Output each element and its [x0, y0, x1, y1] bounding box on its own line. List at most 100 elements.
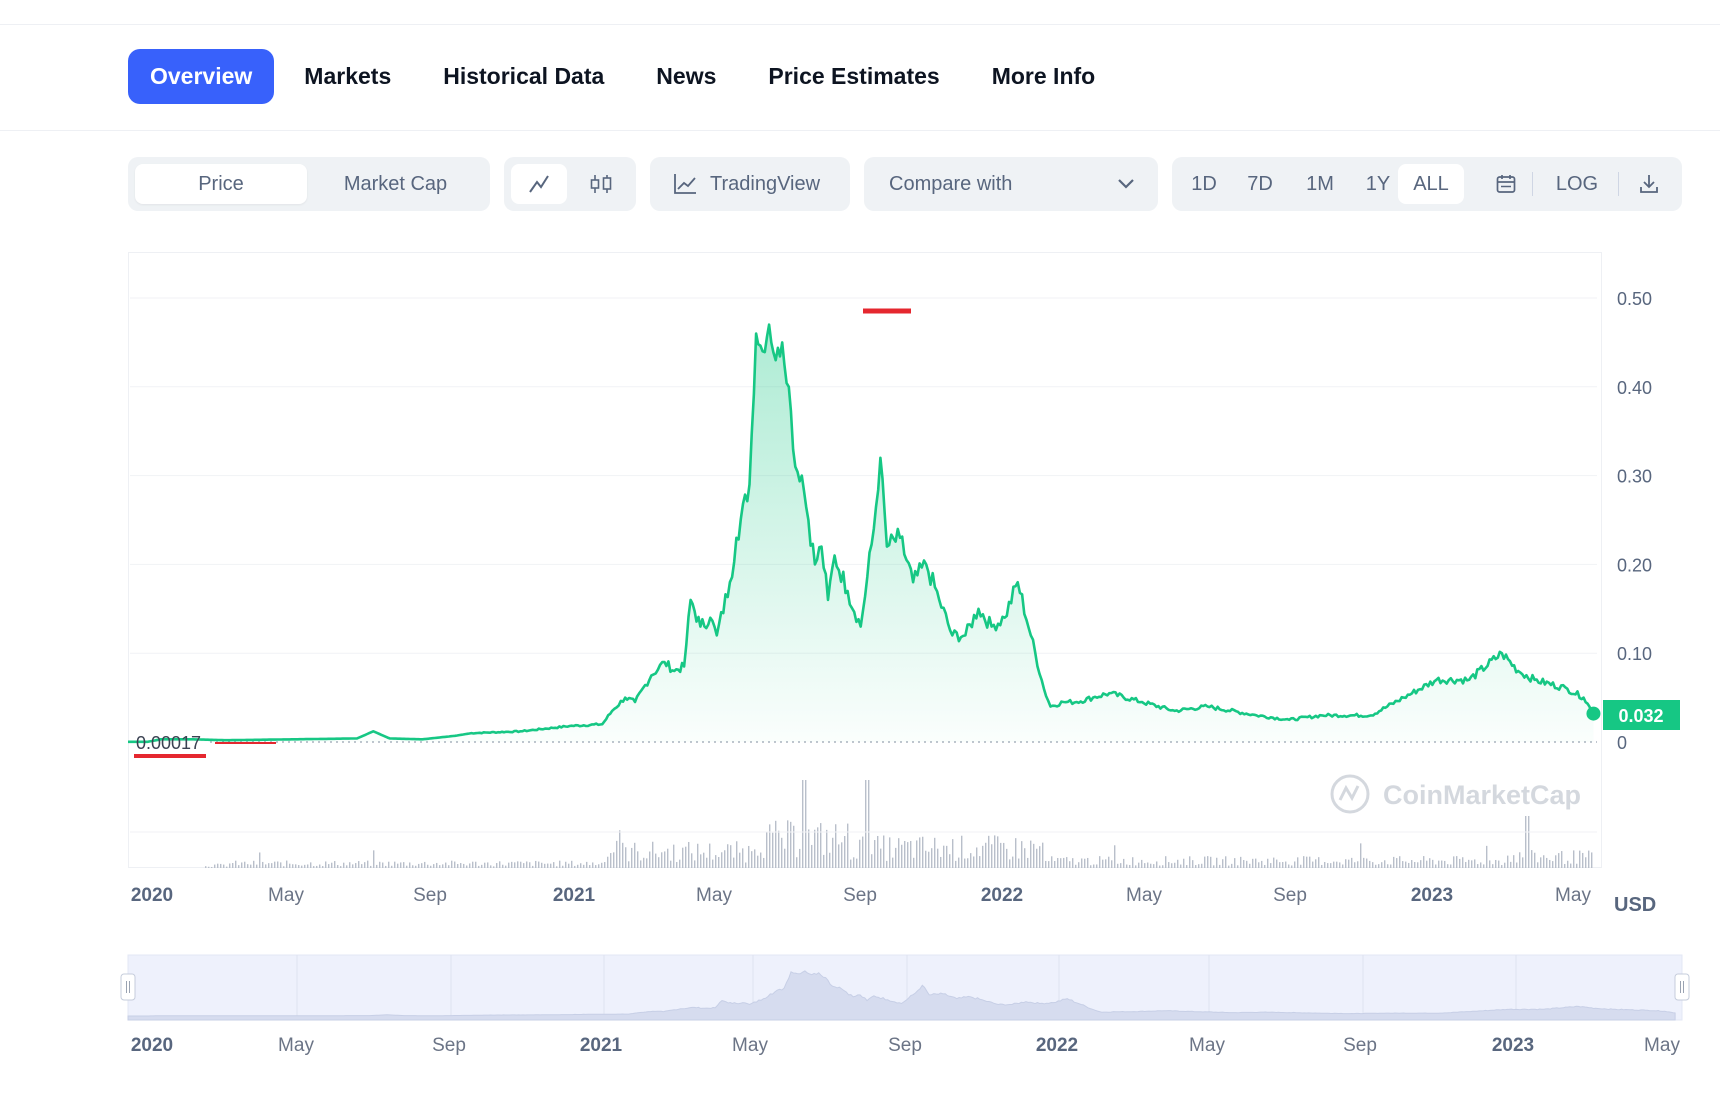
volume-bar — [997, 836, 999, 868]
volume-bar — [1342, 864, 1344, 868]
volume-bar — [715, 855, 717, 868]
volume-bar — [1030, 840, 1032, 868]
x-tick-label: May — [1126, 885, 1162, 906]
volume-bar — [421, 863, 423, 868]
volume-bar — [688, 841, 690, 868]
tab-news[interactable]: News — [656, 63, 717, 89]
y-tick-label: 0.20 — [1617, 555, 1652, 575]
volume-bar — [463, 863, 465, 868]
volume-bar — [1339, 862, 1341, 868]
download-icon[interactable] — [1626, 164, 1672, 204]
volume-bar — [679, 859, 681, 868]
volume-bar — [352, 864, 354, 868]
volume-bar — [1564, 863, 1566, 868]
tab-markets[interactable]: Markets — [304, 63, 392, 89]
volume-bar — [766, 831, 768, 868]
volume-bar — [1390, 864, 1392, 868]
x-tick-label: Sep — [1273, 885, 1307, 906]
volume-bar — [1408, 862, 1410, 868]
current-price-badge-bg — [1603, 700, 1680, 730]
volume-bar — [556, 866, 558, 868]
volume-bar — [904, 840, 906, 868]
range-all-button[interactable]: ALL — [1398, 164, 1464, 204]
range-1y-button[interactable]: 1Y — [1365, 173, 1391, 195]
tab-price-estimates[interactable]: Price Estimates — [768, 63, 940, 89]
y-tick-label: 0.40 — [1617, 378, 1652, 398]
volume-bar — [1462, 857, 1464, 868]
navigator-x-tick-label: Sep — [432, 1035, 466, 1056]
volume-bar — [1306, 856, 1308, 868]
volume-bar — [361, 864, 363, 868]
volume-bar — [1279, 862, 1281, 868]
volume-bar — [1537, 862, 1539, 868]
volume-bar — [1105, 859, 1107, 868]
volume-bar — [358, 861, 360, 868]
tradingview-button[interactable]: TradingView — [650, 157, 850, 211]
price-button[interactable]: Price — [135, 164, 307, 204]
candlestick-icon[interactable] — [573, 164, 629, 204]
volume-bar — [1174, 862, 1176, 868]
range-1d-button[interactable]: 1D — [1191, 173, 1217, 195]
volume-bar — [1192, 860, 1194, 868]
volume-bar — [1267, 858, 1269, 868]
volume-bar — [634, 842, 636, 868]
volume-bar — [259, 852, 261, 868]
toolbar-separator — [1618, 172, 1619, 196]
volume-bar — [772, 832, 774, 868]
volume-bar — [460, 863, 462, 868]
volume-bar — [751, 851, 753, 868]
volume-bar — [841, 842, 843, 868]
volume-bar — [1039, 846, 1041, 868]
volume-bar — [238, 865, 240, 868]
navigator-x-tick-label: May — [1644, 1035, 1680, 1056]
volume-bar — [1579, 850, 1581, 868]
volume-bar — [1495, 859, 1497, 868]
log-scale-button[interactable]: LOG — [1555, 173, 1599, 195]
volume-bar — [565, 861, 567, 868]
volume-bar — [718, 857, 720, 868]
y-tick-label: 0.50 — [1617, 289, 1652, 309]
volume-bar — [1021, 841, 1023, 868]
volume-bar — [955, 860, 957, 868]
compare-with-dropdown[interactable]: Compare with — [864, 157, 1158, 211]
tab-overview[interactable]: Overview — [128, 49, 275, 104]
line-chart-icon[interactable] — [511, 164, 567, 204]
range-7d-button[interactable]: 7D — [1247, 173, 1273, 195]
market-cap-button[interactable]: Market Cap — [343, 173, 448, 195]
volume-bar — [1351, 857, 1353, 868]
volume-bar — [1345, 859, 1347, 868]
volume-bar — [472, 861, 474, 868]
volume-bar — [892, 857, 894, 868]
volume-bar — [1522, 857, 1524, 868]
calendar-icon[interactable] — [1484, 164, 1528, 204]
volume-bar — [721, 852, 723, 868]
volume-bar — [478, 865, 480, 868]
volume-bar — [1417, 862, 1419, 868]
volume-bar — [400, 862, 402, 868]
volume-bar — [1552, 861, 1554, 868]
tab-historical-data[interactable]: Historical Data — [443, 63, 605, 89]
volume-bar — [1363, 857, 1365, 868]
volume-bar — [1024, 848, 1026, 868]
range-1m-button[interactable]: 1M — [1306, 173, 1334, 195]
volume-bar — [394, 861, 396, 868]
volume-bar — [1414, 861, 1416, 868]
volume-bar — [1486, 845, 1488, 868]
volume-bar — [1114, 845, 1116, 868]
volume-bar — [1588, 850, 1590, 868]
volume-bar — [1015, 838, 1017, 868]
volume-bar — [982, 845, 984, 868]
x-tick-label: May — [696, 885, 732, 906]
volume-bar — [1204, 856, 1206, 868]
volume-bar — [1420, 860, 1422, 868]
volume-bar — [1525, 816, 1527, 868]
tab-more-info[interactable]: More Info — [991, 63, 1096, 89]
price-line — [128, 323, 1595, 744]
price-chart[interactable]: 0.50 0.40 0.30 0.20 0.10 0 0.032 0.00017 CoinMar… — [0, 0, 1720, 920]
volume-bar — [310, 862, 312, 868]
volume-bar — [388, 861, 390, 868]
volume-bar — [808, 829, 810, 868]
volume-bar — [1153, 864, 1155, 868]
volume-bar — [1012, 856, 1014, 868]
volume-bar — [847, 823, 849, 868]
